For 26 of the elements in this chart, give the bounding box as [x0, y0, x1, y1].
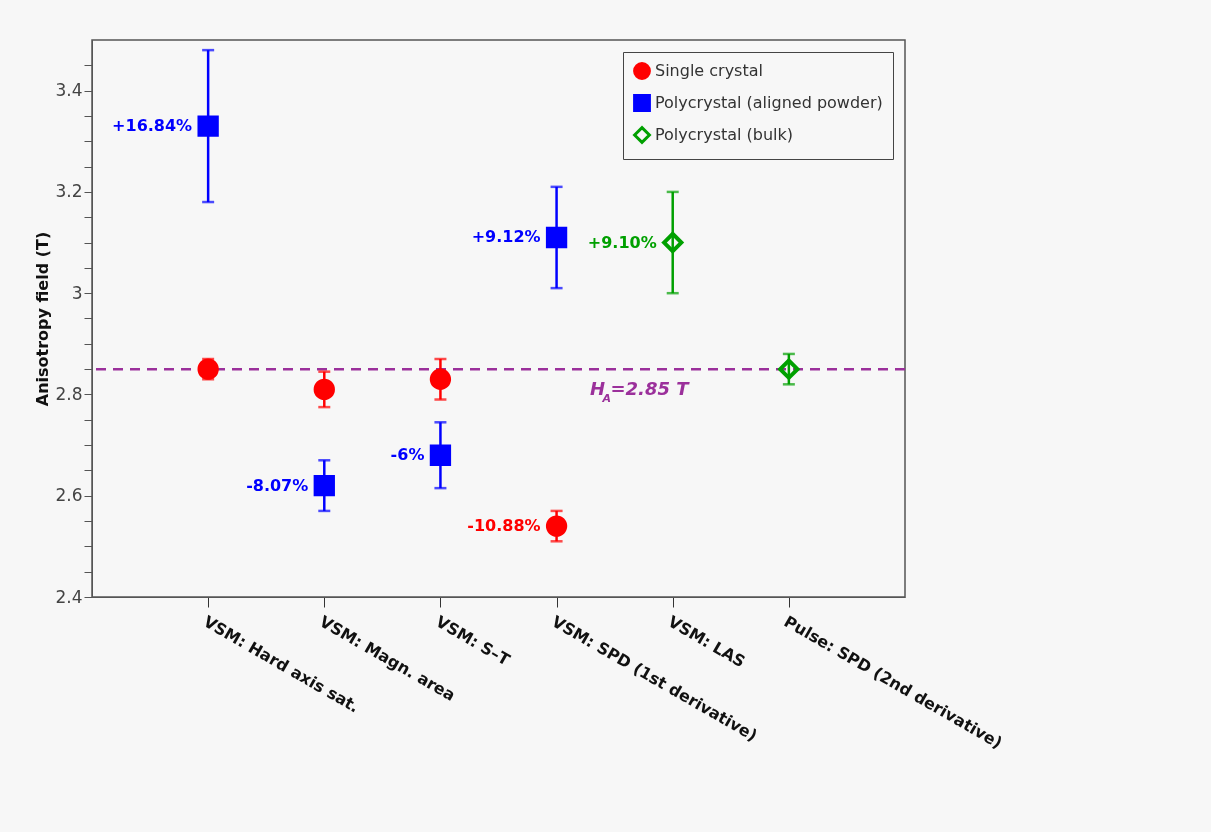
legend-label: Polycrystal (aligned powder): [655, 93, 883, 112]
annotation: +9.12%: [471, 227, 541, 247]
y-tick-label: 3.4: [55, 80, 83, 101]
point: [545, 515, 568, 537]
legend-label: Polycrystal (bulk): [655, 125, 794, 144]
point: [197, 115, 219, 137]
point: [778, 358, 800, 380]
annotation: -10.88%: [467, 516, 541, 536]
y-tick-label: 3.2: [55, 181, 83, 202]
point: [313, 474, 335, 497]
point: [197, 358, 219, 380]
y-tick-label: 3: [71, 282, 83, 303]
y-tick-label: 2.6: [55, 485, 83, 506]
annotation: -8.07%: [246, 475, 309, 495]
y-tick-label: 2.4: [55, 586, 83, 607]
annotation: +9.10%: [587, 232, 657, 252]
point: [662, 231, 684, 254]
point: [545, 226, 568, 249]
y-axis-title: Anisotropy field (T): [33, 231, 53, 407]
point: [429, 368, 452, 390]
annotation: -6%: [390, 445, 425, 465]
point: [429, 444, 452, 466]
annotation: +16.84%: [112, 116, 193, 136]
y-tick-label: 2.8: [55, 383, 83, 404]
point: [313, 378, 335, 401]
legend-label: Single crystal: [655, 61, 763, 80]
